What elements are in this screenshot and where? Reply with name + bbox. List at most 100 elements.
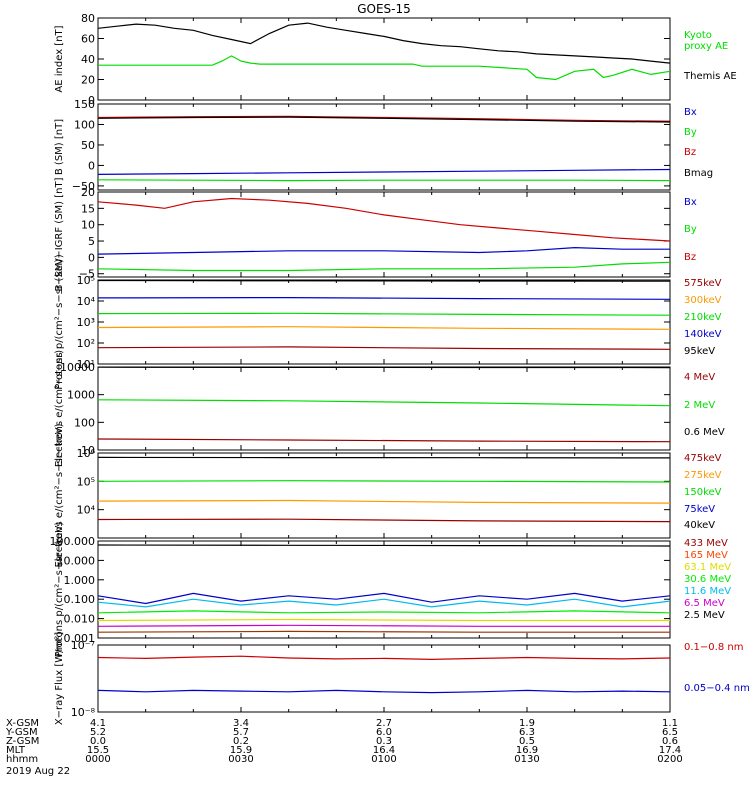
- series-95kev: [98, 346, 670, 350]
- y-tick-label: −50: [72, 180, 95, 193]
- series-by: [98, 179, 670, 182]
- y-tick-label: 40: [81, 53, 95, 66]
- series-433-mev: [98, 544, 670, 547]
- orbit-value: 16.4: [373, 745, 395, 756]
- orbit-row-label: Y-GSM: [5, 727, 38, 738]
- legend-entry: 40keV: [684, 520, 715, 531]
- series-bz: [98, 197, 670, 242]
- legend-entry: Bx: [684, 107, 697, 118]
- y-tick-label: 10²: [77, 337, 95, 350]
- y-tick-label: 10³: [77, 316, 95, 329]
- legend-entry: 2 MeV: [684, 400, 715, 411]
- series-2-5-mev: [98, 630, 670, 633]
- series-140kev: [98, 297, 670, 300]
- panel-5: 10⁴ 10⁵ 10⁶ Electrons e/(cm²−s−sr−keV) 475ke…: [54, 423, 722, 567]
- legend-entry: 275keV: [684, 470, 722, 481]
- orbit-row-label: MLT: [6, 745, 26, 756]
- series-bx: [98, 168, 670, 175]
- legend-entry: 6.5 MeV: [684, 598, 725, 609]
- series-40kev: [98, 456, 670, 459]
- legend-entry: 575keV: [684, 278, 722, 289]
- orbit-value: 0.5: [519, 736, 535, 747]
- series-475kev: [98, 518, 670, 523]
- series-300kev: [98, 326, 670, 330]
- series-4-mev: [98, 438, 670, 443]
- y-tick-label: 10: [81, 444, 95, 457]
- series-275kev: [98, 499, 670, 504]
- orbit-row-label: X-GSM: [6, 718, 39, 729]
- legend-entry: Bz: [684, 147, 696, 158]
- series-150kev: [98, 480, 670, 483]
- y-tick-label: 50: [81, 139, 95, 152]
- orbit-value: 0030: [228, 754, 253, 765]
- legend-entry: 11.6 MeV: [684, 586, 731, 597]
- legend-entry: 0.1−0.8 nm: [684, 642, 743, 653]
- y-tick-label: 150: [74, 98, 95, 111]
- y-tick-label: 20: [81, 74, 95, 87]
- panel-1: −50 0 50 100 150 B (SM) [nT] Bx By Bz Bmag: [54, 98, 713, 193]
- y-axis-label: Protons p/(cm²−s−sr−keV): [54, 254, 65, 390]
- series-30-6-mev: [98, 610, 670, 614]
- panel-7: 10⁻⁸ 10⁻⁷ X−ray Flux [W/m²] 0.1−0.8 nm 0.05−…: [54, 632, 750, 725]
- legend-entry: 165 MeV: [684, 550, 728, 561]
- panel-frame: [97, 644, 671, 713]
- y-axis-label: B (SM) [nT]: [54, 119, 65, 175]
- y-tick-label: 1000: [67, 389, 95, 402]
- series-bx: [98, 246, 670, 255]
- y-tick-label: 100: [74, 416, 95, 429]
- y-tick-label: 20: [81, 186, 95, 199]
- y-axis-label: Electrons e/(cm²−s−sr−keV): [54, 423, 65, 567]
- legend-entry: 0.6 MeV: [684, 427, 725, 438]
- legend-entry: 75keV: [684, 504, 715, 515]
- y-tick-label: 1.000: [64, 574, 96, 587]
- y-tick-label: 10000: [60, 361, 95, 374]
- legend-entry: 475keV: [684, 453, 722, 464]
- series-bz: [98, 115, 670, 122]
- orbit-value: 0.3: [376, 736, 392, 747]
- orbit-value: 15.9: [230, 745, 252, 756]
- y-tick-label: 100.000: [50, 535, 96, 548]
- legend-entry: 30.6 MeV: [684, 574, 731, 585]
- orbit-value: 5.7: [233, 727, 249, 738]
- y-tick-label: 10⁻⁸: [71, 706, 96, 719]
- series-575kev: [98, 280, 670, 282]
- legend-entry: By: [684, 224, 697, 235]
- orbit-value: 0000: [85, 754, 110, 765]
- legend-entry: Bz: [684, 252, 696, 263]
- y-tick-label: 10⁴: [77, 295, 96, 308]
- y-axis-label: Electrons e/(cm²−s−sr): [54, 350, 65, 467]
- y-tick-label: 10⁶: [77, 447, 96, 460]
- panel-frame: [97, 540, 671, 639]
- y-axis-label: Protons p/(cm²−s−sr−keV): [54, 522, 65, 658]
- legend-entry: 95keV: [684, 346, 715, 357]
- series-by: [98, 261, 670, 272]
- panel-frame: [97, 191, 671, 278]
- y-tick-label: 10.000: [57, 554, 96, 567]
- figure-title: GOES-15: [357, 2, 411, 16]
- orbit-value: 0100: [371, 754, 396, 765]
- y-tick-label: 0: [88, 251, 95, 264]
- y-tick-label: 10: [81, 219, 95, 232]
- orbit-value: 0200: [657, 754, 682, 765]
- y-axis-label: AE index [nT]: [54, 25, 65, 92]
- y-tick-label: 10⁵: [77, 475, 95, 488]
- orbit-value: 2.7: [376, 718, 392, 729]
- panel-frame: [97, 17, 671, 101]
- y-tick-label: 60: [81, 33, 95, 46]
- orbit-value: 6.3: [519, 727, 535, 738]
- y-tick-label: 0: [88, 94, 95, 107]
- y-tick-label: 10⁵: [77, 274, 95, 287]
- y-tick-label: 10⁴: [77, 504, 96, 517]
- orbit-value: 6.0: [376, 727, 392, 738]
- orbit-value: 5.2: [90, 727, 106, 738]
- panel-3: 10¹ 10² 10³ 10⁴ 10⁵ Protons p/(cm²−s−sr−keV) 5…: [54, 254, 722, 390]
- y-tick-label: 0.001: [64, 632, 96, 645]
- orbit-value: 17.4: [659, 745, 681, 756]
- y-tick-label: 0.010: [64, 613, 96, 626]
- panel-frame: [97, 366, 671, 451]
- orbit-row-label: Z-GSM: [6, 736, 39, 747]
- y-tick-label: 10¹: [77, 358, 95, 371]
